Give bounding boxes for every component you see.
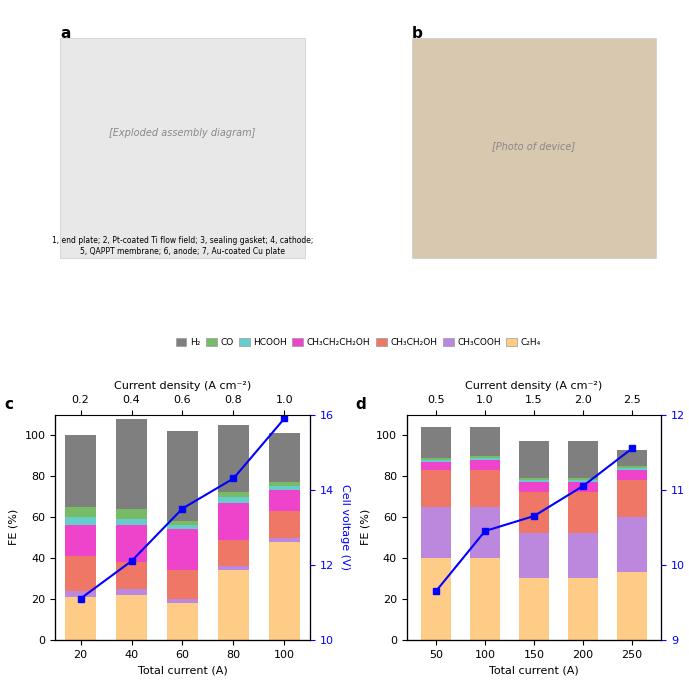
Bar: [116, 595, 147, 640]
Bar: [116, 509, 147, 519]
Bar: [520, 533, 548, 579]
Bar: [568, 480, 598, 482]
Bar: [65, 517, 96, 525]
Bar: [167, 521, 198, 525]
Bar: [422, 460, 451, 462]
Text: a: a: [60, 25, 70, 41]
Bar: [269, 511, 300, 537]
Bar: [167, 529, 198, 570]
Bar: [422, 427, 451, 458]
Bar: [568, 478, 598, 480]
Bar: [422, 470, 451, 507]
Bar: [617, 468, 647, 470]
Bar: [269, 482, 300, 486]
Bar: [65, 436, 96, 507]
Bar: [167, 525, 198, 529]
FancyBboxPatch shape: [60, 38, 305, 258]
X-axis label: Total current (A): Total current (A): [489, 665, 579, 675]
Bar: [617, 517, 647, 572]
Bar: [422, 558, 451, 640]
X-axis label: Total current (A): Total current (A): [138, 665, 227, 675]
Bar: [471, 507, 500, 558]
Bar: [65, 591, 96, 597]
Bar: [422, 462, 451, 470]
Bar: [218, 425, 249, 493]
Bar: [167, 599, 198, 603]
Bar: [218, 493, 249, 497]
Bar: [167, 431, 198, 521]
Bar: [568, 533, 598, 579]
Bar: [65, 507, 96, 517]
Bar: [218, 497, 249, 503]
Bar: [471, 470, 500, 507]
FancyBboxPatch shape: [412, 38, 657, 258]
Bar: [116, 589, 147, 595]
Bar: [269, 541, 300, 640]
Bar: [116, 419, 147, 509]
Bar: [520, 579, 548, 640]
Bar: [520, 482, 548, 493]
Bar: [167, 603, 198, 640]
Bar: [471, 460, 500, 470]
Bar: [617, 470, 647, 480]
Bar: [116, 525, 147, 562]
Bar: [617, 466, 647, 468]
Bar: [167, 570, 198, 599]
Bar: [617, 449, 647, 466]
Bar: [520, 493, 548, 533]
Bar: [65, 525, 96, 556]
Bar: [471, 455, 500, 458]
Bar: [568, 579, 598, 640]
Bar: [422, 458, 451, 460]
Bar: [218, 570, 249, 640]
X-axis label: Current density (A cm⁻²): Current density (A cm⁻²): [114, 381, 251, 391]
Text: b: b: [412, 25, 422, 41]
Bar: [568, 482, 598, 493]
Bar: [116, 519, 147, 525]
Legend: H₂, CO, HCOOH, CH₃CH₂CH₂OH, CH₃CH₂OH, CH₃COOH, C₂H₄: H₂, CO, HCOOH, CH₃CH₂CH₂OH, CH₃CH₂OH, CH…: [176, 338, 541, 347]
Bar: [116, 562, 147, 589]
Bar: [471, 558, 500, 640]
Bar: [617, 480, 647, 517]
Y-axis label: FE (%): FE (%): [9, 509, 19, 546]
Bar: [218, 566, 249, 570]
Bar: [471, 427, 500, 455]
Bar: [269, 433, 300, 482]
Text: [Exploded assembly diagram]: [Exploded assembly diagram]: [110, 128, 256, 138]
Y-axis label: Cell voltage (V): Cell voltage (V): [340, 484, 351, 570]
Bar: [218, 539, 249, 566]
Text: d: d: [356, 397, 367, 411]
Text: 1, end plate; 2, Pt-coated Ti flow field; 3, sealing gasket; 4, cathode;
5, QAPP: 1, end plate; 2, Pt-coated Ti flow field…: [52, 237, 313, 256]
Bar: [568, 493, 598, 533]
Bar: [520, 441, 548, 478]
Bar: [422, 507, 451, 558]
Bar: [269, 537, 300, 541]
Bar: [520, 480, 548, 482]
Bar: [617, 572, 647, 640]
Bar: [65, 597, 96, 640]
Text: c: c: [4, 397, 13, 411]
Bar: [218, 503, 249, 539]
Y-axis label: FE (%): FE (%): [360, 509, 371, 546]
Text: [Photo of device]: [Photo of device]: [493, 141, 575, 151]
Bar: [65, 556, 96, 591]
Bar: [269, 486, 300, 491]
Bar: [520, 478, 548, 480]
Bar: [471, 458, 500, 460]
Bar: [568, 441, 598, 478]
Bar: [269, 491, 300, 511]
X-axis label: Current density (A cm⁻²): Current density (A cm⁻²): [466, 381, 603, 391]
